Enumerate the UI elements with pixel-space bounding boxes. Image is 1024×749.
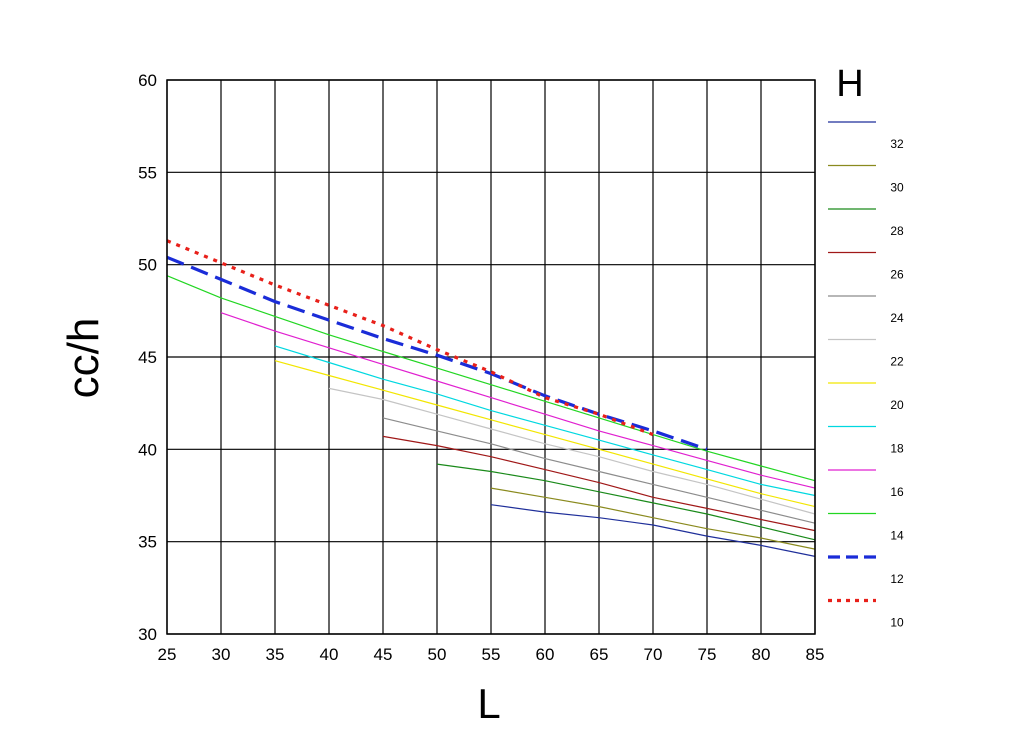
x-tick-label: 45 <box>374 645 393 664</box>
legend-label-h12: 12 <box>890 572 904 586</box>
legend-label-h14: 14 <box>890 529 904 543</box>
y-axis-title: cc/h <box>59 318 108 399</box>
legend-label-h30: 30 <box>890 181 904 195</box>
series-line-h20 <box>274 360 816 508</box>
legend-label-h32: 32 <box>890 137 904 151</box>
x-tick-label: 55 <box>482 645 501 664</box>
legend-label-h22: 22 <box>890 355 904 369</box>
y-tick-label: 55 <box>138 163 157 182</box>
x-tick-label: 75 <box>698 645 717 664</box>
x-tick-label: 70 <box>644 645 663 664</box>
series-lines <box>166 239 816 557</box>
x-tick-label: 60 <box>536 645 555 664</box>
legend-label-h28: 28 <box>890 224 904 238</box>
y-tick-label: 45 <box>138 348 157 367</box>
series-line-h32 <box>490 504 816 557</box>
series-line-h22 <box>328 387 816 515</box>
legend-label-h16: 16 <box>890 485 904 499</box>
legend-label-h26: 26 <box>890 268 904 282</box>
x-axis-ticks: 25 30 35 40 45 50 55 60 65 70 75 80 85 <box>158 645 825 664</box>
y-axis-ticks: 30 35 40 45 50 55 60 <box>138 71 157 644</box>
y-tick-label: 35 <box>138 533 157 552</box>
series-line-h14 <box>166 275 816 482</box>
series-line-h24 <box>382 417 816 524</box>
y-tick-label: 30 <box>138 625 157 644</box>
y-tick-label: 50 <box>138 256 157 275</box>
x-tick-label: 25 <box>158 645 177 664</box>
legend-label-h24: 24 <box>890 311 904 325</box>
x-tick-label: 80 <box>752 645 771 664</box>
x-tick-label: 30 <box>212 645 231 664</box>
x-tick-label: 50 <box>428 645 447 664</box>
series-line-h12 <box>166 255 708 451</box>
series-line-h30 <box>490 487 816 550</box>
series-line-h18 <box>274 345 816 497</box>
series-line-h16 <box>220 312 816 489</box>
x-tick-label: 40 <box>320 645 339 664</box>
plot-frame <box>166 79 816 635</box>
y-tick-label: 40 <box>138 440 157 459</box>
series-line-h28 <box>436 463 816 541</box>
legend-label-h18: 18 <box>890 442 904 456</box>
legend: 32 30 28 26 24 22 20 18 16 14 12 10 <box>828 121 904 630</box>
x-tick-label: 65 <box>590 645 609 664</box>
legend-label-h10: 10 <box>890 616 904 630</box>
series-line-h10 <box>166 239 654 437</box>
legend-label-h20: 20 <box>890 398 904 412</box>
legend-title: H <box>836 63 863 105</box>
y-tick-label: 60 <box>138 71 157 90</box>
x-tick-label: 85 <box>806 645 825 664</box>
x-tick-label: 35 <box>266 645 285 664</box>
x-axis-title: L <box>477 680 500 727</box>
series-line-h26 <box>382 435 816 532</box>
